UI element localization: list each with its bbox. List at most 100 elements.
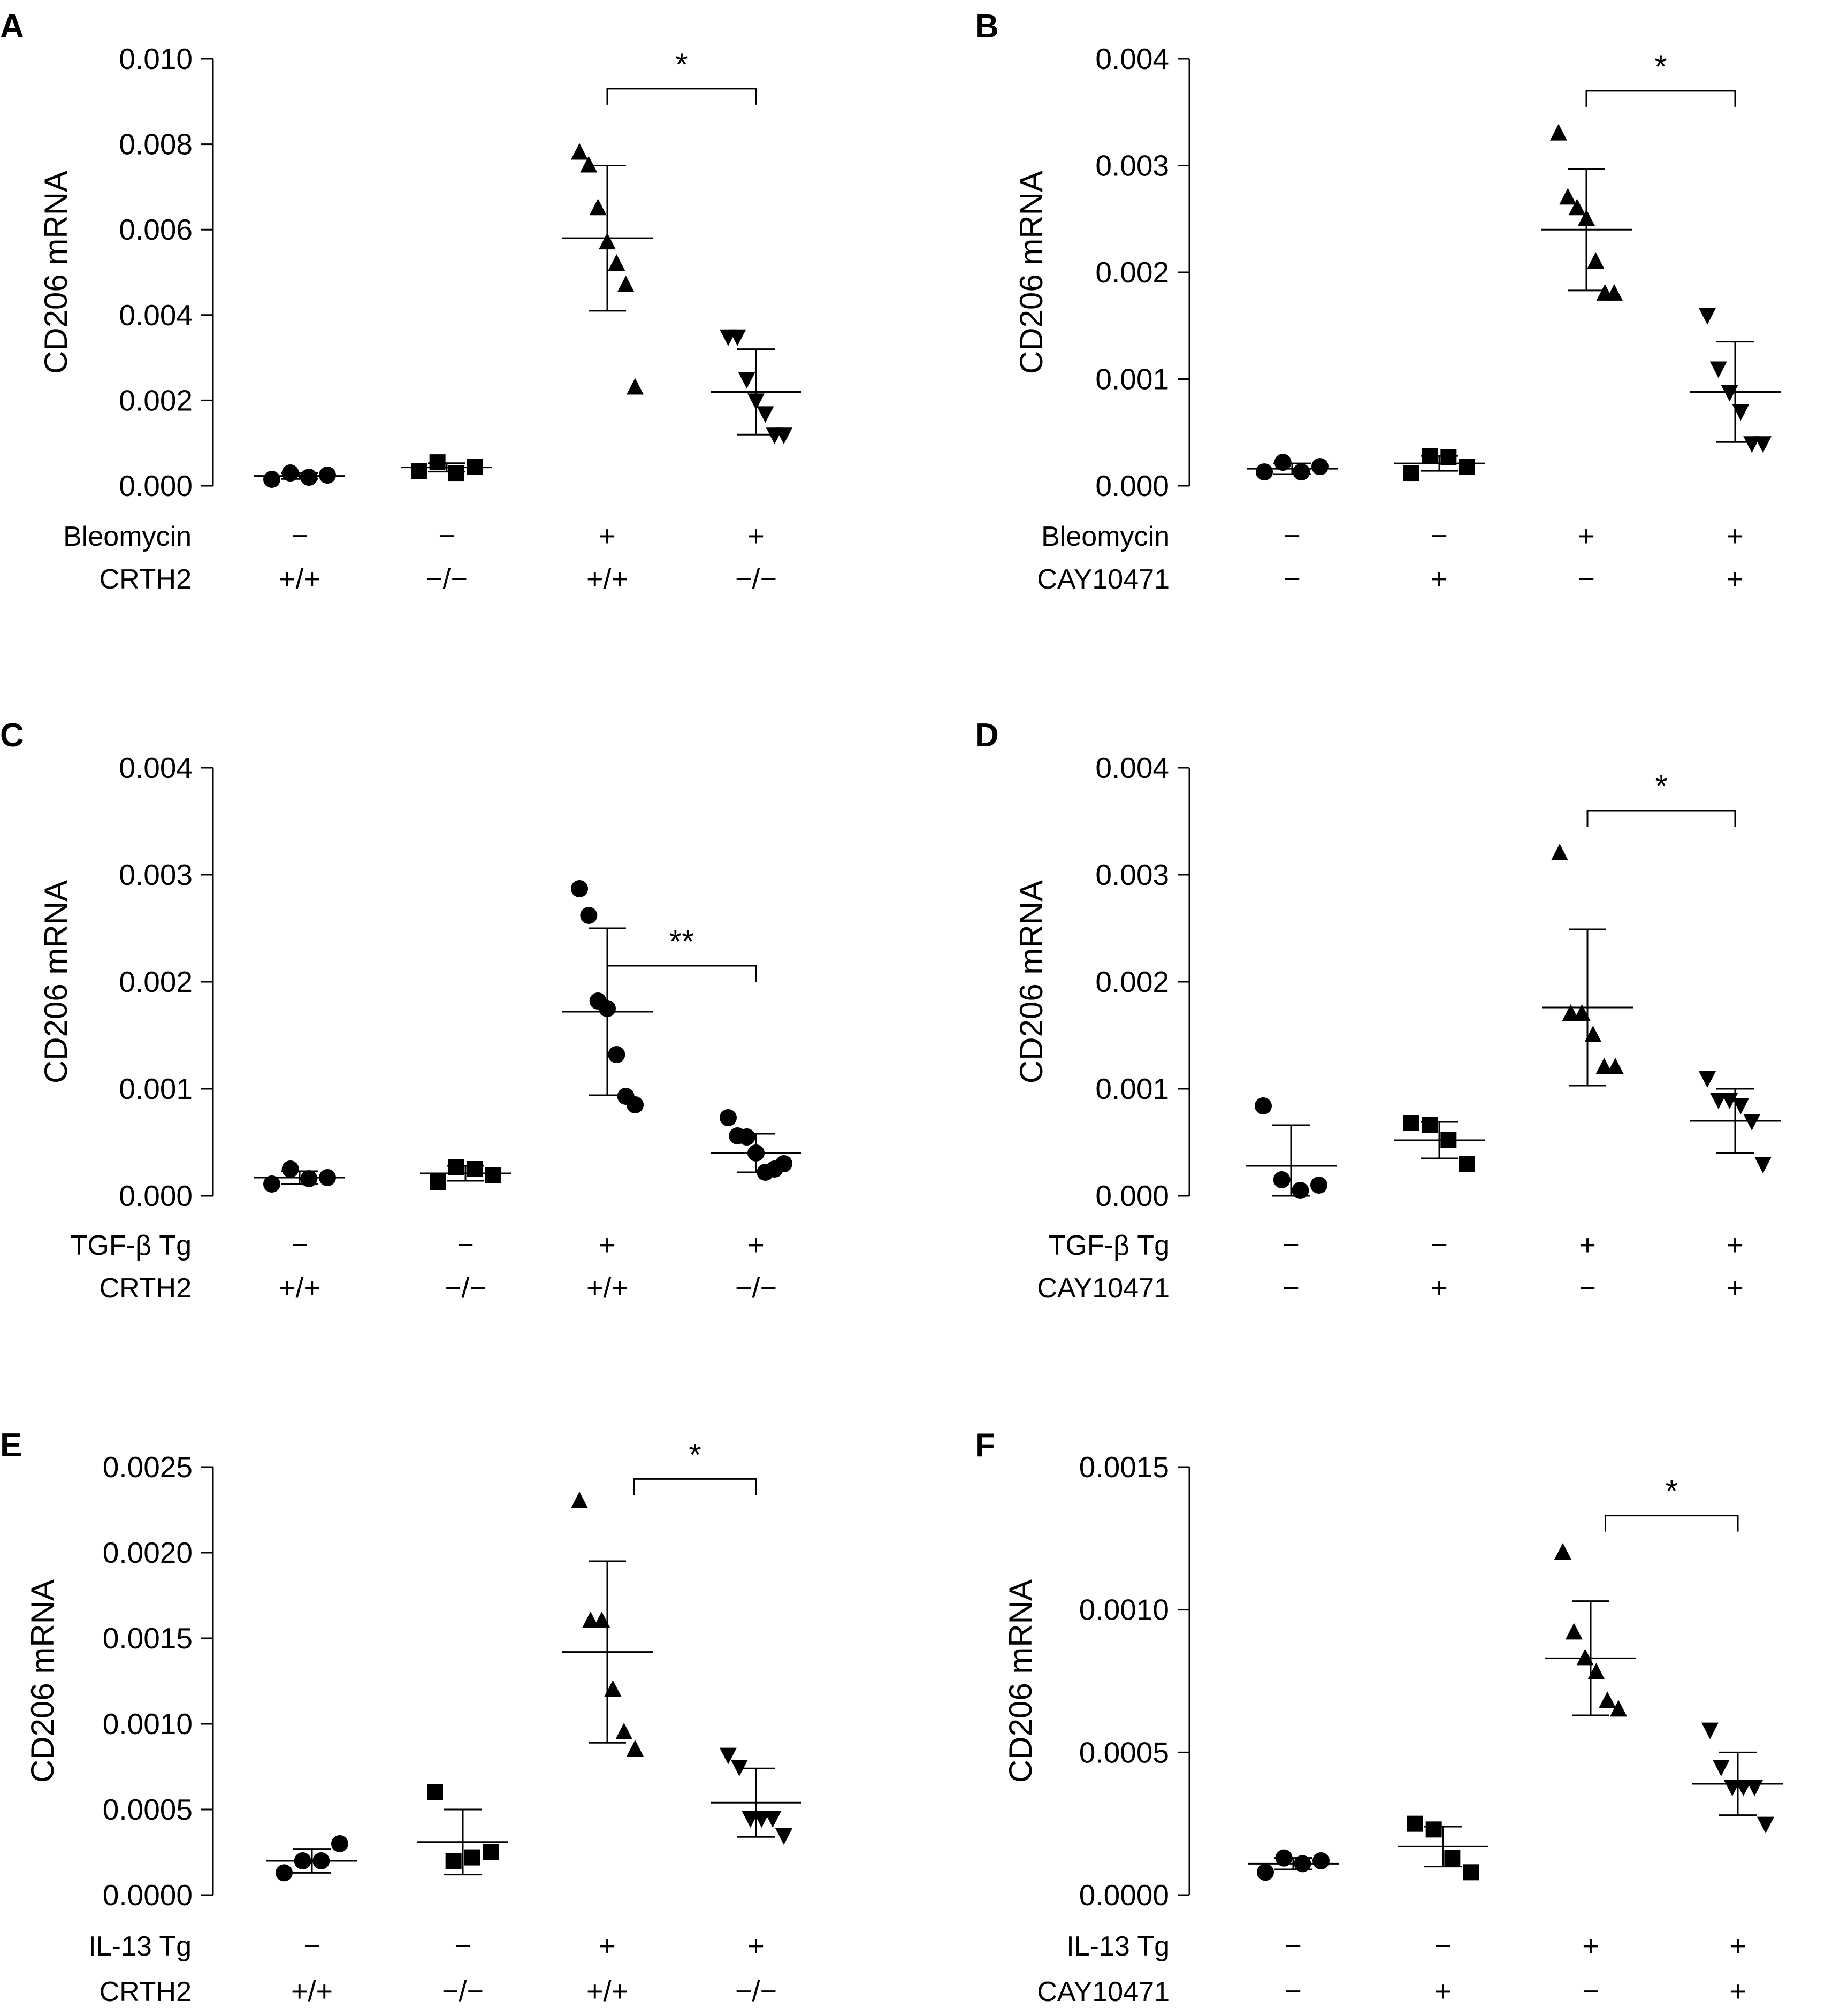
significance-label: ** xyxy=(669,923,694,959)
y-tick-label: 0.0010 xyxy=(103,1707,193,1740)
data-point-square xyxy=(483,1844,499,1860)
condition-value: + xyxy=(1578,520,1595,552)
condition-value: + xyxy=(599,1229,616,1261)
y-tick-label: 0.0015 xyxy=(103,1622,193,1655)
condition-value: − xyxy=(457,1229,474,1261)
condition-value: + xyxy=(1431,1272,1448,1304)
data-point-triangle-up xyxy=(593,1612,610,1628)
condition-value: −/− xyxy=(735,563,777,595)
condition-label: TGF-β Tg xyxy=(1049,1230,1170,1261)
condition-value: + xyxy=(1579,1229,1596,1261)
data-point-triangle-down xyxy=(775,427,792,445)
condition-label: CAY10471 xyxy=(1037,564,1170,595)
data-point-triangle-up xyxy=(1584,1026,1602,1042)
y-tick-label: 0.0005 xyxy=(1079,1736,1169,1769)
condition-label: TGF-β Tg xyxy=(71,1230,192,1261)
data-point-triangle-down xyxy=(764,1811,782,1828)
data-point-triangle-up xyxy=(1599,1691,1616,1708)
data-point-square xyxy=(1440,449,1457,465)
condition-value: − xyxy=(1431,520,1448,552)
condition-value: −/− xyxy=(445,1272,486,1304)
data-point-triangle-down xyxy=(1732,404,1750,421)
panel-b: B 0.000 0.001 0.002 0.003 0.004 CD206 mRNA * Ble… xyxy=(975,8,1781,595)
group-4 xyxy=(711,1747,801,1845)
data-point-circle xyxy=(627,1096,644,1113)
significance-label: * xyxy=(1655,768,1667,804)
data-point-triangle-up xyxy=(1551,844,1568,860)
y-axis-title: CD206 mRNA xyxy=(1013,880,1049,1083)
data-point-triangle-down xyxy=(1743,436,1761,453)
y-tick-label: 0.004 xyxy=(119,299,193,332)
condition-value: + xyxy=(747,520,765,552)
panel-letter: E xyxy=(0,1427,22,1464)
condition-value: + xyxy=(747,1229,765,1261)
significance-label: * xyxy=(1654,49,1667,85)
y-tick-label: 0.006 xyxy=(119,213,193,246)
significance-bracket xyxy=(1586,810,1736,827)
data-point-square xyxy=(427,1784,443,1800)
data-point-triangle-up xyxy=(1595,1058,1613,1074)
y-tick-label: 0.010 xyxy=(119,42,193,75)
group-1 xyxy=(1248,1849,1339,1881)
condition-value: − xyxy=(1434,1930,1452,1962)
y-tick-label: 0.0015 xyxy=(1079,1450,1169,1484)
condition-value: + xyxy=(1431,563,1448,595)
y-tick-label: 0.0000 xyxy=(1079,1878,1169,1912)
condition-value: +/+ xyxy=(586,1975,628,2007)
condition-value: + xyxy=(599,520,616,552)
condition-value: +/+ xyxy=(279,1272,320,1304)
data-point-circle xyxy=(775,1155,792,1172)
y-tick-label: 0.0005 xyxy=(103,1793,193,1826)
condition-value: − xyxy=(291,1229,308,1261)
data-point-triangle-up xyxy=(1550,124,1567,141)
data-point-square xyxy=(464,1849,480,1866)
condition-label: CRTH2 xyxy=(100,1976,192,2007)
data-point-circle xyxy=(276,1864,293,1882)
condition-value: + xyxy=(1727,520,1744,552)
data-point-triangle-down xyxy=(1721,385,1738,402)
y-tick-label: 0.002 xyxy=(1095,256,1169,289)
data-point-triangle-down xyxy=(729,329,746,346)
data-point-square xyxy=(430,1174,446,1190)
data-point-triangle-down xyxy=(1712,1760,1730,1776)
y-tick-label: 0.002 xyxy=(119,965,193,998)
data-point-triangle-down xyxy=(753,1811,770,1828)
panel-letter: D xyxy=(975,717,999,754)
data-point-triangle-up xyxy=(1573,1004,1591,1021)
y-tick-label: 0.003 xyxy=(1095,858,1169,891)
data-point-triangle-down xyxy=(1721,1093,1738,1109)
data-point-triangle-up xyxy=(571,143,588,160)
data-point-triangle-down xyxy=(1754,436,1772,453)
data-point-square xyxy=(1407,1815,1423,1832)
data-point-triangle-down xyxy=(1709,1093,1727,1109)
data-point-triangle-up xyxy=(627,378,644,395)
significance-bracket xyxy=(633,1478,757,1495)
data-point-circle xyxy=(608,1046,625,1063)
data-point-triangle-down xyxy=(1743,1114,1761,1131)
data-point-circle xyxy=(300,1170,318,1187)
y-axis-title: CD206 mRNA xyxy=(1003,1579,1039,1783)
y-tick-label: 0.002 xyxy=(1095,965,1169,998)
panel-letter: C xyxy=(0,717,24,754)
data-point-circle xyxy=(263,471,280,488)
data-point-triangle-down xyxy=(720,1747,737,1765)
data-point-triangle-up xyxy=(571,1492,588,1508)
data-point-circle xyxy=(281,1160,299,1178)
y-tick-label: 0.003 xyxy=(1095,149,1169,182)
data-point-circle xyxy=(1293,463,1310,481)
group-2 xyxy=(420,1159,511,1190)
group-1 xyxy=(254,1160,345,1193)
condition-value: + xyxy=(599,1930,616,1962)
condition-value: − xyxy=(1285,1975,1302,2007)
data-point-triangle-up xyxy=(1607,1058,1624,1074)
condition-value: − xyxy=(291,520,308,552)
data-point-triangle-up xyxy=(1565,1623,1583,1640)
data-point-triangle-up xyxy=(589,198,607,216)
condition-value: − xyxy=(1431,1229,1448,1261)
data-point-square xyxy=(1459,1156,1475,1172)
data-point-triangle-down xyxy=(738,372,755,389)
condition-value: −/− xyxy=(426,563,468,595)
condition-value: − xyxy=(1578,563,1595,595)
data-point-circle xyxy=(720,1109,737,1126)
